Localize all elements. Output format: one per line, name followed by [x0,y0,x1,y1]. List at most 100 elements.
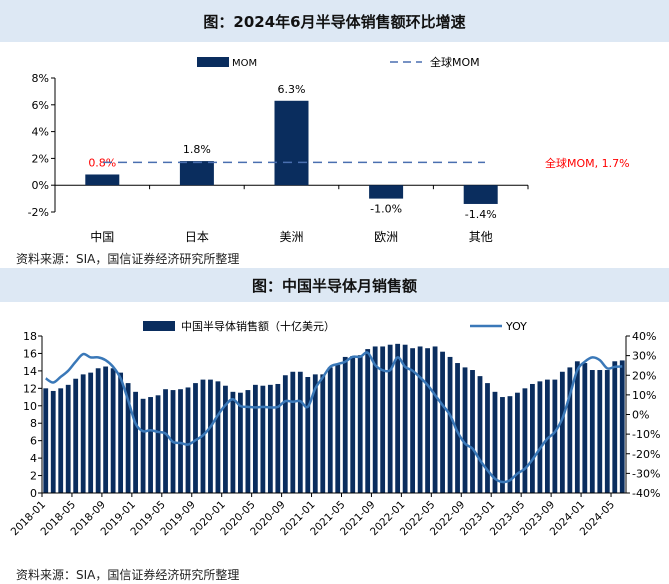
bar [432,346,438,493]
left-tick-label: 14 [23,365,37,378]
bar [290,371,296,493]
bar [589,370,595,493]
category-label: 其他 [469,230,493,244]
chart1-source: 资料来源：SIA，国信证券经济研究所整理 [16,252,240,266]
bar [574,361,580,493]
right-tick-label: 20% [632,369,656,382]
left-tick-label: 2 [30,470,37,483]
bar [43,388,49,493]
category-label: 日本 [185,230,209,244]
bar [530,383,535,493]
bar [267,384,273,493]
left-tick-label: 8 [30,417,37,430]
bar [350,356,356,493]
bar [612,361,618,493]
bar [500,397,505,493]
left-tick-label: 16 [23,347,37,360]
bar [148,397,153,493]
bar [365,349,371,493]
right-tick-label: 0% [632,409,649,422]
right-tick-label: 10% [632,389,656,402]
data-label: -1.4% [465,208,497,221]
bar [372,346,378,493]
data-label: 1.8% [183,143,211,156]
bar [140,398,146,493]
bar [477,376,483,493]
bar [410,348,416,493]
bar [125,383,131,493]
y-tick-label: 4% [32,126,49,139]
yoy-line [45,351,623,484]
bar [155,395,161,493]
y-tick-label: -2% [28,206,49,219]
category-label: 中国 [90,229,114,244]
bar [327,367,333,493]
left-tick-label: 10 [23,400,37,413]
bar [522,388,528,493]
bar [604,370,610,493]
right-tick-label: -20% [632,448,660,461]
bar [395,343,401,493]
bar [492,391,498,493]
legend-yoy-label: YOY [505,320,527,333]
bar [245,390,251,493]
bar [417,346,423,493]
bar [567,367,573,493]
bar [619,360,625,493]
bar [462,367,468,493]
data-label: 0.8% [88,156,116,169]
bar [440,351,445,493]
bar [447,356,453,493]
bar [380,346,386,493]
right-tick-label: -30% [632,467,660,480]
bar [552,379,558,493]
legend-global-label: 全球MOM [430,55,480,69]
y-tick-label: 0% [32,179,49,192]
bar [597,370,603,493]
bar [305,376,311,493]
chart2-title: 图：中国半导体月销售额 [0,268,669,302]
data-label: 6.3% [278,83,306,96]
bar [537,381,543,493]
bar [425,348,430,493]
category-label: 欧洲 [374,230,398,244]
right-tick-label: 40% [632,330,656,343]
bar [507,396,513,493]
left-tick-label: 4 [30,452,37,465]
bar-中国 [85,174,120,186]
bar [208,379,213,493]
bar [275,383,281,493]
bar [215,381,221,493]
left-tick-label: 18 [23,330,37,343]
bar [88,372,94,493]
bar [515,392,520,493]
y-tick-label: 6% [32,99,49,112]
chart1-title: 图：2024年6月半导体销售额环比增速 [0,0,669,42]
bar [357,355,363,493]
right-tick-label: 30% [632,350,656,363]
bar [455,363,460,493]
global-mom-label: 全球MOM, 1.7% [545,156,630,170]
bar [118,372,124,493]
bar [282,375,288,493]
bar-其他 [463,185,498,204]
data-label: -1.0% [370,203,402,216]
bar [223,385,228,493]
bar [65,384,71,493]
bar [238,392,243,493]
bar [544,379,550,493]
bar [95,368,101,493]
bar [230,391,236,493]
bar [178,389,183,493]
bar [582,363,588,493]
bar [80,374,86,493]
category-label: 美洲 [279,230,303,244]
bar [470,370,475,493]
left-tick-label: 12 [23,382,37,395]
legend-bar-label: 中国半导体销售额（十亿美元） [181,319,335,333]
bar [387,344,393,493]
bar [50,390,56,493]
bar [73,378,79,493]
bar [559,371,565,493]
